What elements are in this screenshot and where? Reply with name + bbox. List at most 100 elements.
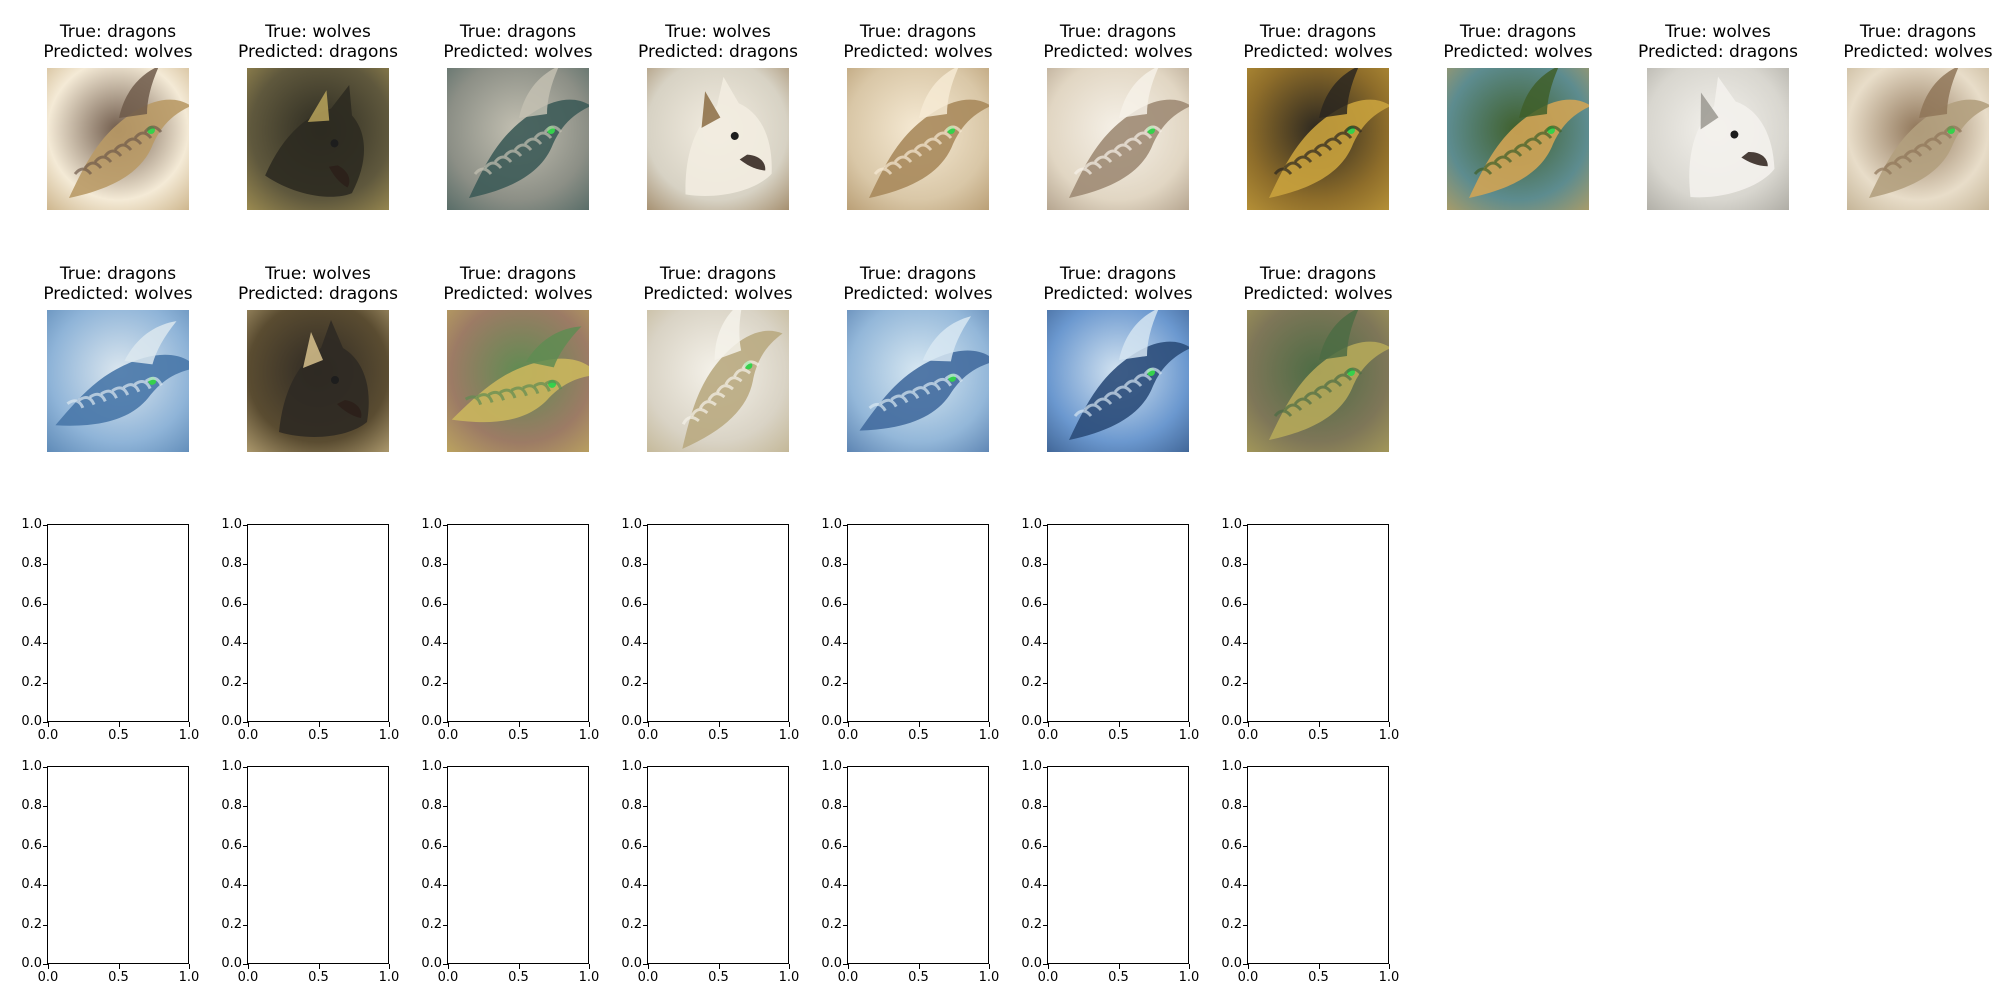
y-tick-label: 0.8 <box>821 798 842 814</box>
dragon-scale-stroke <box>912 386 931 395</box>
image-panel: True: wolves Predicted: dragons <box>238 22 398 210</box>
dragon-scale-stroke <box>741 360 760 370</box>
x-tick-mark <box>848 722 849 727</box>
panel-title: True: wolves Predicted: dragons <box>207 264 429 304</box>
y-tick-mark <box>443 722 448 723</box>
dragon-scale-stroke <box>901 390 920 400</box>
y-tick-mark <box>1243 924 1248 926</box>
x-tick-mark <box>1248 722 1249 727</box>
y-tick-label: 0.8 <box>1221 798 1242 814</box>
dragon-scale-stroke <box>1093 155 1113 163</box>
y-tick-label: 0.8 <box>821 556 842 572</box>
y-tick-mark <box>43 682 48 684</box>
true-label-text: True: dragons <box>659 264 777 284</box>
dragon-scale-stroke <box>1873 167 1893 175</box>
thumbnail-art-16 <box>1047 310 1189 452</box>
empty-axes: 0.0 0.2 0.4 0.6 0.8 1.0 0.0 0.5 1.0 <box>1221 760 1399 985</box>
predicted-label-text: Predicted: dragons <box>238 42 398 62</box>
dragon-scale-stroke <box>473 167 493 175</box>
panel-title: True: dragons Predicted: wolves <box>7 264 229 304</box>
dragon-scale-stroke <box>1083 161 1103 169</box>
dragon-scale-stroke <box>1533 131 1553 139</box>
dragon-thumbnail <box>47 68 189 210</box>
predicted-label-text: Predicted: wolves <box>43 42 193 62</box>
predicted-label-text: Predicted: wolves <box>1043 284 1193 304</box>
wolf-ear-shape <box>701 91 721 128</box>
dragon-horn-shape <box>519 68 559 118</box>
x-tick-mark <box>789 964 790 969</box>
dragon-scale-stroke <box>93 155 113 163</box>
x-tick-mark <box>1048 722 1049 727</box>
dragon-scale-stroke <box>883 161 903 169</box>
x-tick-mark <box>189 964 190 969</box>
dragon-scale-stroke <box>122 383 141 393</box>
thumbnail-art-12 <box>247 310 389 452</box>
y-tick-label: 0.2 <box>221 916 242 932</box>
y-tick-mark <box>1043 885 1048 887</box>
y-tick-label: 0.6 <box>621 837 642 853</box>
dragon-scale-stroke <box>1143 125 1163 133</box>
y-tick-label: 0.6 <box>421 837 442 853</box>
panel-title: True: wolves Predicted: dragons <box>607 22 829 62</box>
dragon-scale-stroke <box>1503 149 1523 157</box>
dragon-scale-stroke <box>1273 167 1293 175</box>
x-tick-label: 1.0 <box>778 970 800 985</box>
dragon-scale-stroke <box>1103 391 1123 399</box>
dragon-scale-stroke <box>503 149 523 157</box>
x-tick-mark <box>648 964 649 969</box>
empty-axes: 0.0 0.2 0.4 0.6 0.8 1.0 0.0 0.5 1.0 <box>21 760 199 985</box>
x-tick-label: 0.5 <box>908 728 929 743</box>
dragon-scale-stroke <box>879 398 898 408</box>
x-tick-label: 0.5 <box>308 728 329 743</box>
y-tick-label: 0.4 <box>621 635 642 651</box>
y-tick-mark <box>1243 806 1248 808</box>
predicted-label-text: Predicted: wolves <box>43 284 193 304</box>
y-tick-label: 0.4 <box>421 635 442 651</box>
x-tick-label: 1.0 <box>778 728 800 743</box>
true-label-text: True: dragons <box>1459 22 1577 42</box>
x-tick-label: 1.0 <box>178 970 200 985</box>
y-tick-mark <box>43 845 48 847</box>
y-tick-mark <box>443 643 448 645</box>
dragon-scale-stroke <box>1893 155 1913 163</box>
y-tick-label: 1.0 <box>1221 517 1242 532</box>
y-tick-mark <box>43 767 48 768</box>
empty-axes: 0.0 0.2 0.4 0.6 0.8 1.0 0.0 0.5 1.0 <box>221 760 399 985</box>
y-tick-label: 1.0 <box>1221 759 1242 774</box>
y-tick-label: 1.0 <box>221 517 242 532</box>
x-tick-label: 0.0 <box>437 728 459 743</box>
y-tick-label: 0.4 <box>821 877 842 893</box>
dragon-head-shape <box>682 330 783 449</box>
y-tick-mark <box>443 767 448 768</box>
y-tick-mark <box>43 603 48 605</box>
image-panel: True: dragons Predicted: wolves <box>643 264 793 452</box>
y-tick-label: 1.0 <box>821 517 842 532</box>
y-tick-mark <box>1043 924 1048 926</box>
true-label-text: True: dragons <box>859 22 977 42</box>
x-tick-label: 0.5 <box>1108 970 1129 985</box>
dragon-scale-stroke <box>690 408 709 417</box>
y-tick-mark <box>243 885 248 887</box>
dragon-scale-stroke <box>724 376 743 386</box>
true-label-text: True: dragons <box>1059 22 1177 42</box>
y-tick-mark <box>243 767 248 768</box>
x-tick-label: 0.0 <box>637 728 659 743</box>
x-tick-label: 1.0 <box>1178 728 1200 743</box>
true-label-text: True: dragons <box>1259 22 1377 42</box>
dragon-scale-stroke <box>143 125 163 133</box>
x-tick-label: 0.0 <box>1237 970 1259 985</box>
dragon-thumbnail <box>847 68 989 210</box>
true-label-text: True: wolves <box>265 264 371 284</box>
image-panel: True: dragons Predicted: wolves <box>1043 264 1193 452</box>
dragon-thumbnail <box>1047 68 1189 210</box>
y-tick-mark <box>443 806 448 808</box>
image-panel: True: dragons Predicted: wolves <box>843 264 993 452</box>
dragon-scale-stroke <box>1303 391 1323 399</box>
y-tick-label: 0.8 <box>1021 798 1042 814</box>
x-tick-label: 0.5 <box>508 728 529 743</box>
panel-title: True: dragons Predicted: wolves <box>407 264 629 304</box>
dragon-scale-stroke <box>1073 409 1093 417</box>
y-tick-label: 0.2 <box>1221 916 1242 932</box>
x-tick-mark <box>248 722 249 727</box>
